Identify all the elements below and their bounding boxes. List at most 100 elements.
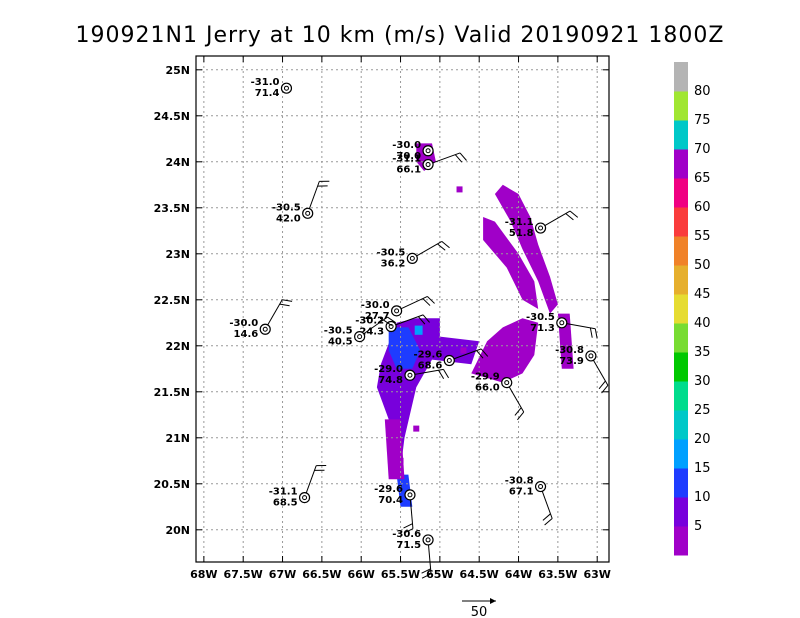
wind-barb-feather (421, 568, 431, 574)
colorbar-label: 30 (694, 374, 711, 389)
storm-marker-5: -30.536.2 (377, 240, 450, 269)
wind-barb-feather (594, 328, 598, 339)
storm-marker-18: -30.671.5 (392, 529, 434, 579)
wind-barb-feather (601, 385, 609, 394)
wind-barb-feather (589, 327, 593, 338)
storm-label-top: -29.6 (413, 350, 442, 361)
wind-barb-feather (514, 407, 522, 416)
storm-label-bottom: 71.5 (396, 540, 421, 551)
wind-barb-feather (438, 369, 445, 380)
storm-symbol-icon (585, 350, 597, 362)
storm-label-bottom: 70.0 (396, 151, 421, 162)
lon-tick-label: 67.5W (224, 568, 263, 581)
wind-barb-staff (359, 316, 388, 338)
lat-tick-label: 21.5N (154, 386, 190, 399)
lat-tick-label: 23.5N (154, 202, 190, 215)
storm-symbol-eye (446, 358, 452, 364)
wind-barb-staff (506, 382, 525, 413)
lon-tick-label: 65W (426, 568, 453, 581)
lon-tick-label: 66.5W (302, 568, 341, 581)
colorbar-segment (674, 439, 688, 469)
storm-symbol-eye (407, 492, 413, 498)
storm-label-top: -29.9 (471, 372, 500, 383)
storm-label-bottom: 14.6 (234, 329, 259, 340)
wind-barb-staff (540, 210, 571, 229)
wind-barb-feather (517, 411, 525, 421)
storm-marker-13: -30.873.9 (555, 345, 609, 394)
storm-label-bottom: 70.4 (378, 495, 403, 506)
storm-label-bottom: 24.3 (359, 326, 384, 337)
storm-label-top: -30.5 (324, 326, 353, 337)
storm-symbol-icon (556, 317, 568, 329)
colorbar-segment (674, 149, 688, 179)
storm-symbol-eye (394, 308, 400, 314)
storm-markers: -31.071.4-30.070.0-31.166.1-30.542.0 -31.… (229, 77, 609, 579)
storm-marker-6: -30.014.6 (229, 299, 293, 340)
wind-swath-4 (471, 318, 539, 383)
storm-marker-16: -31.168.5 (269, 465, 327, 509)
storm-label-bottom: 66.1 (396, 165, 421, 176)
storm-label-top: -30.6 (392, 529, 421, 540)
storm-symbol-icon (391, 305, 403, 317)
lat-tick-label: 20.5N (154, 478, 190, 491)
wind-barb-feather (387, 316, 397, 324)
storm-symbol-eye (425, 148, 431, 154)
storm-symbol-icon (302, 207, 314, 219)
storm-symbol-eye (504, 380, 510, 386)
wind-swath-6 (494, 184, 558, 314)
storm-label-top: -30.8 (505, 476, 534, 487)
wind-swath-9 (384, 419, 405, 480)
colorbar-label: 10 (694, 490, 711, 505)
storm-label-top: -30.5 (526, 312, 555, 323)
colorbar-label: 15 (694, 461, 711, 476)
storm-label-top: -30.0 (229, 318, 258, 329)
lon-tick-label: 68W (190, 568, 217, 581)
storm-symbol-icon (298, 492, 311, 504)
lon-tick-label: 63.5W (538, 568, 577, 581)
colorbar-segment (674, 207, 688, 237)
storm-label-top: -30.5 (377, 247, 406, 258)
storm-symbol-icon (534, 222, 547, 234)
wind-barb-feather (454, 154, 463, 163)
storm-symbol-eye (302, 495, 308, 501)
storm-symbol-icon (422, 158, 434, 171)
wind-barb-feather (417, 316, 426, 325)
storm-symbol-eye (538, 225, 544, 231)
colorbar-segment (674, 91, 688, 121)
wind-barb-feather (569, 210, 579, 218)
storm-label-top: -30.2 (355, 315, 384, 326)
storm-label-bottom: 42.0 (276, 213, 301, 224)
colorbar-segment (674, 497, 688, 527)
wind-barb-feather (459, 152, 467, 161)
colorbar-label: 60 (694, 200, 711, 215)
wind-barb-feather (437, 243, 446, 251)
storm-symbol-eye (559, 320, 565, 326)
wind-barb-staff (264, 299, 283, 330)
storm-symbol-icon (404, 489, 416, 501)
storm-symbol-icon (534, 480, 547, 493)
colorbar-segment (674, 294, 688, 324)
wind-barb-feather (598, 380, 606, 390)
storm-label-bottom: 68.5 (273, 498, 298, 509)
storm-label-bottom: 36.2 (381, 258, 406, 269)
storm-marker-10: -30.571.3 (526, 312, 598, 339)
colorbar-label: 75 (694, 113, 711, 128)
wind-barb-feather (403, 528, 414, 534)
wind-barb-staff (396, 296, 428, 312)
colorbar-label: 45 (694, 287, 711, 302)
wind-barb-feather (443, 369, 450, 379)
wind-barb-staff (427, 539, 432, 574)
storm-marker-11: -29.668.6 (413, 348, 489, 372)
swath-speck-2 (413, 425, 420, 432)
wind-barb-staff (412, 240, 443, 259)
swath-speck-3 (460, 347, 467, 354)
storm-symbol-eye (305, 210, 311, 216)
storm-label-top: -29.6 (374, 484, 403, 495)
storm-symbol-icon (443, 354, 455, 367)
wind-barb-feather (403, 523, 413, 529)
storm-label-top: -30.0 (392, 140, 421, 151)
colorbar-segment (674, 323, 688, 353)
colorbar-segment (674, 62, 688, 92)
storm-symbol-eye (283, 85, 289, 91)
wind-barb-staff (307, 181, 320, 214)
